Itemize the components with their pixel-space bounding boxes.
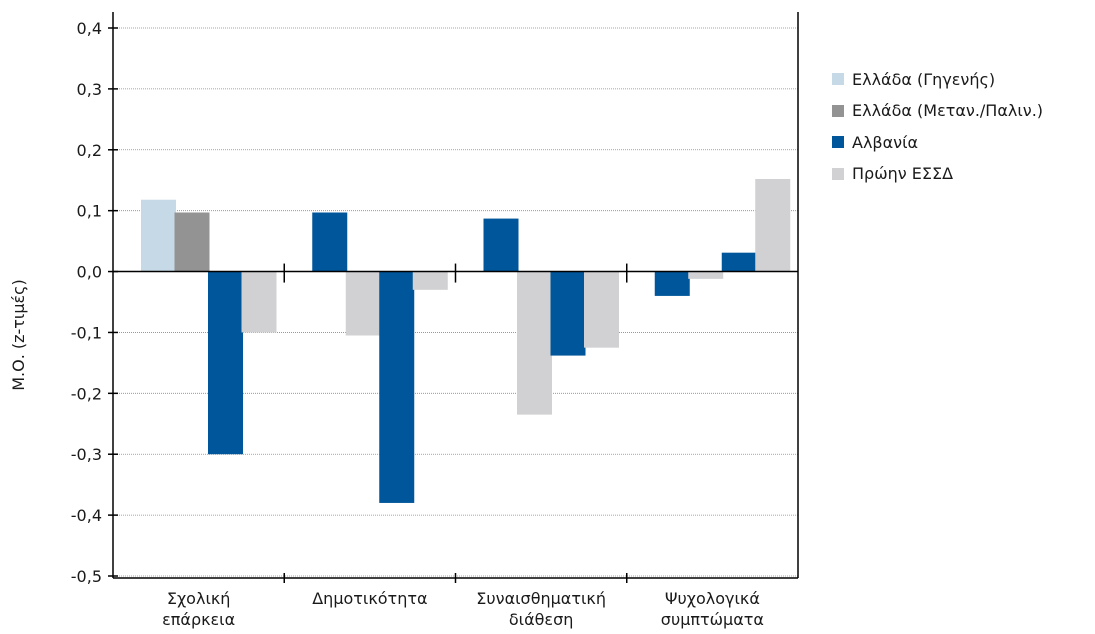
bars [141, 179, 791, 503]
category-labels: Σχολική επάρκεια Δημοτικότητα Συναισθηματικ… [162, 589, 764, 629]
y-tick-labels: 0,4 0,3 0,2 0,1 0,0 -0,1 -0,2 -0,3 -0,4 -0,5 [71, 19, 102, 586]
legend-swatch [832, 136, 844, 148]
bar [721, 252, 757, 272]
legend-item: Πρώην ΕΣΣΔ [832, 163, 1043, 185]
legend-swatch [832, 167, 844, 180]
legend: Ελλάδα (Γηγενής) Ελλάδα (Μεταν./Παλιν.) Αλ… [832, 68, 1043, 194]
bar [241, 271, 277, 333]
category-label: επάρκεια [162, 610, 235, 629]
bar [483, 218, 519, 272]
legend-item: Αλβανία [832, 131, 1043, 153]
category-label: Συναισθηματική [476, 589, 606, 608]
y-tick-label: -0,1 [71, 323, 102, 342]
bar [755, 179, 791, 272]
legend-label: Πρώην ΕΣΣΔ [852, 164, 954, 183]
y-tick-label: 0,0 [77, 263, 102, 282]
legend-label: Ελλάδα (Γηγενής) [852, 69, 996, 89]
legend-label: Αλβανία [852, 132, 919, 152]
category-label: Σχολική [167, 589, 231, 608]
legend-swatch [832, 73, 844, 85]
bar [345, 271, 381, 336]
y-tick-label: -0,2 [71, 384, 102, 403]
category-label: Δημοτικότητα [312, 589, 427, 608]
legend-item: Ελλάδα (Γηγενής) [832, 68, 1043, 90]
category-label: διάθεση [509, 610, 573, 629]
bar [654, 271, 690, 296]
bar [584, 271, 619, 348]
bar [412, 271, 448, 290]
bar [174, 212, 210, 272]
bar [141, 199, 176, 272]
y-tick-label: 0,2 [77, 141, 102, 160]
bar [550, 271, 586, 356]
legend-swatch [832, 104, 844, 117]
legend-label: Ελλάδα (Μεταν./Παλιν.) [852, 101, 1044, 120]
y-tick-label: 0,3 [77, 80, 102, 99]
y-tick-label: 0,1 [77, 202, 102, 221]
bar [208, 271, 243, 455]
category-label: Ψυχολογικά [665, 589, 760, 608]
y-tick-label: -0,3 [71, 445, 102, 464]
bar [517, 271, 552, 415]
category-label: συμπτώματα [661, 610, 764, 629]
y-tick-label: 0,4 [77, 19, 102, 38]
bar [312, 212, 348, 272]
y-tick-label: -0,4 [71, 506, 102, 525]
bar [379, 271, 415, 503]
y-tick-label: -0,5 [71, 567, 102, 586]
axes [108, 12, 799, 583]
bar [688, 271, 724, 279]
legend-item: Ελλάδα (Μεταν./Παλιν.) [832, 100, 1043, 122]
y-axis-label: Μ.Ο. (z-τιμές) [9, 279, 28, 391]
